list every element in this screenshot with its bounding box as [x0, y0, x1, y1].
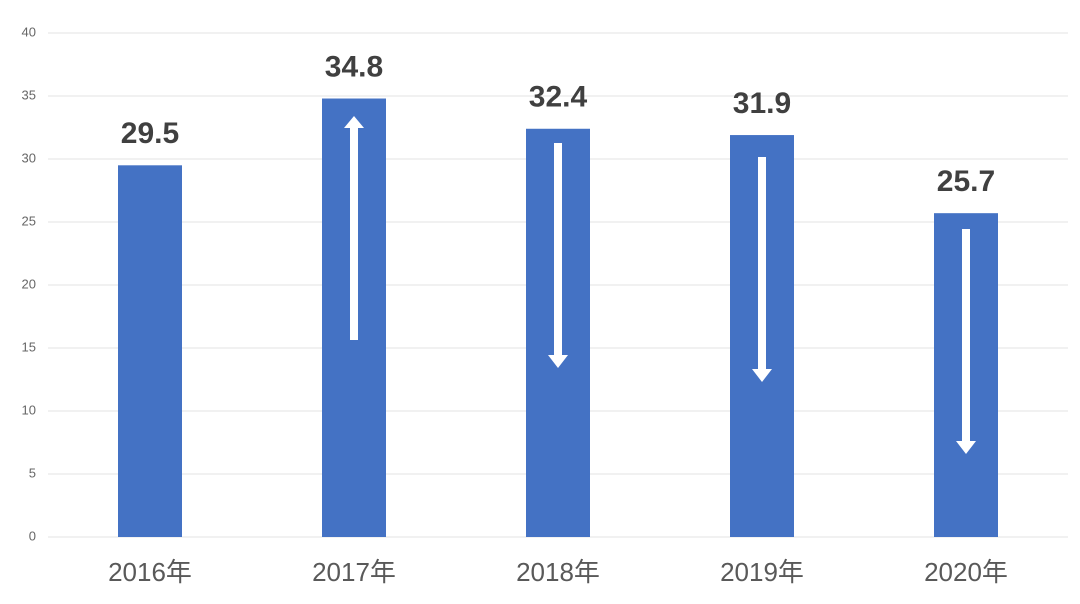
y-tick-label: 0: [29, 528, 36, 543]
x-tick-label: 2018年: [516, 557, 600, 587]
y-tick-label: 10: [22, 402, 36, 417]
value-label: 31.9: [733, 87, 791, 120]
y-tick-label: 35: [22, 87, 36, 102]
y-tick-label: 40: [22, 24, 36, 39]
arrows: [344, 116, 976, 454]
y-tick-label: 5: [29, 465, 36, 480]
bar: [118, 165, 182, 538]
x-tick-label: 2017年: [312, 557, 396, 587]
x-tick-label: 2016年: [108, 557, 192, 587]
arrow-down: [548, 143, 568, 368]
arrow-up: [344, 116, 364, 340]
y-tick-label: 20: [22, 276, 36, 291]
plot: 0 5 10 15 20 25 30 35 40 2016年 29.5 2017年 34.8 2018年 3…: [22, 24, 1068, 587]
x-tick-label: 2019年: [720, 557, 804, 587]
value-label: 25.7: [937, 165, 995, 198]
arrow-down: [956, 229, 976, 454]
y-tick-label: 30: [22, 150, 36, 165]
value-label: 32.4: [529, 81, 588, 114]
value-label: 29.5: [121, 117, 179, 150]
arrow-down: [752, 157, 772, 382]
x-tick-label: 2020年: [924, 557, 1008, 587]
value-label: 34.8: [325, 50, 383, 83]
y-tick-label: 15: [22, 339, 36, 354]
y-tick-label: 25: [22, 213, 36, 228]
